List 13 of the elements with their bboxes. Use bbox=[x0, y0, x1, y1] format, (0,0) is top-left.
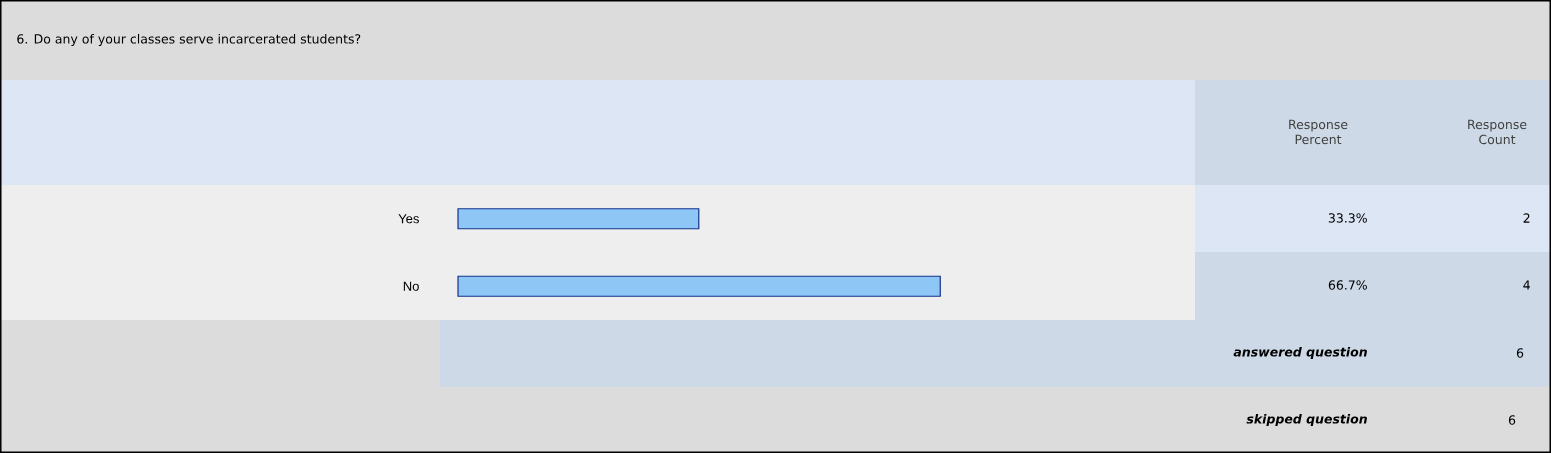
text: 6 bbox=[1516, 348, 1524, 358]
y-tick-label: Yes bbox=[398, 214, 419, 224]
text: skipped question bbox=[1246, 413, 1367, 427]
text: 6 bbox=[1508, 415, 1516, 425]
text: 6. Do any of your classes serve incarcerated students? bbox=[17, 33, 361, 47]
data-label: 33.3% bbox=[1328, 213, 1367, 223]
text: Response Count bbox=[1468, 119, 1527, 145]
text: Response Percent bbox=[1289, 119, 1348, 145]
y-tick-label: No bbox=[403, 281, 419, 291]
data-label: 66.7% bbox=[1328, 280, 1367, 290]
text: answered question bbox=[1233, 346, 1367, 360]
text: 4 bbox=[1523, 280, 1530, 290]
text: 2 bbox=[1523, 213, 1530, 223]
